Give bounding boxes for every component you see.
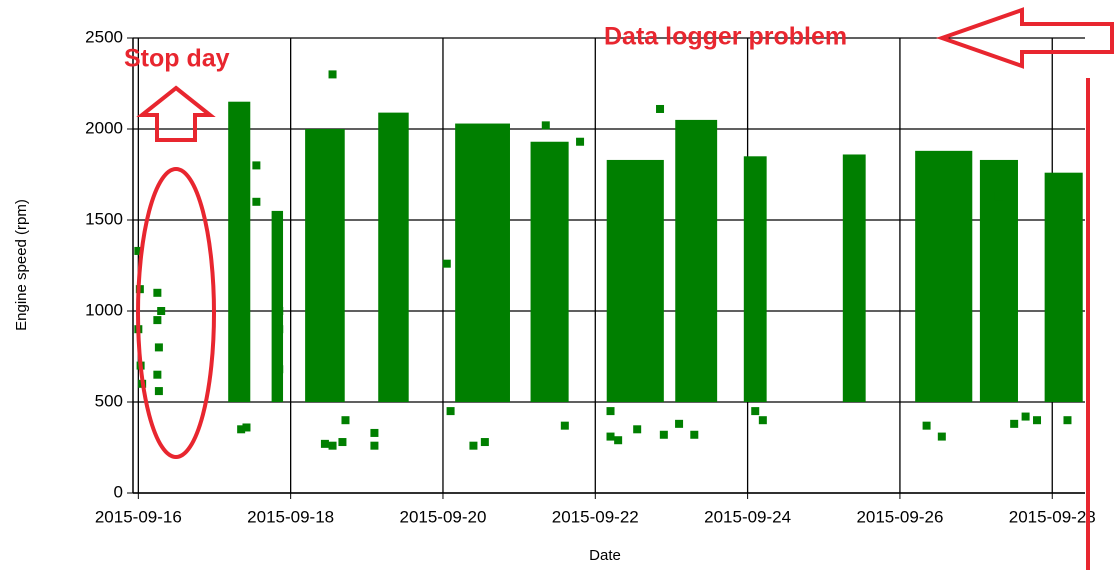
- x-tick-label: 2015-09-16: [95, 507, 182, 526]
- point: [275, 307, 284, 315]
- x-tick-label: 2015-09-24: [704, 507, 791, 526]
- point: [922, 421, 931, 430]
- y-tick-label: 1000: [85, 300, 123, 319]
- point: [1033, 416, 1042, 425]
- dense-points: [915, 150, 973, 402]
- y-tick-label: 500: [95, 391, 123, 410]
- point: [675, 419, 684, 428]
- point: [480, 438, 489, 447]
- point: [153, 316, 162, 325]
- point: [328, 70, 337, 79]
- point: [338, 438, 347, 447]
- y-tick-label: 0: [114, 482, 123, 501]
- x-tick-label: 2015-09-22: [552, 507, 639, 526]
- x-axis-label: Date: [589, 547, 621, 564]
- point: [1010, 419, 1019, 428]
- point: [541, 121, 550, 130]
- y-axis-label: Engine speed (rpm): [13, 199, 30, 331]
- y-tick-label: 1500: [85, 209, 123, 228]
- point: [153, 370, 162, 379]
- plot: 0 500 1000 1500 2000 2500 2015-09-16 2015-09-18…: [85, 27, 1096, 526]
- point: [758, 416, 767, 425]
- point: [341, 416, 350, 425]
- dense-points: [228, 101, 251, 402]
- point: [370, 441, 379, 450]
- point: [154, 343, 163, 352]
- point: [606, 407, 615, 416]
- point: [157, 307, 166, 315]
- point: [656, 104, 665, 113]
- dense-points: [271, 210, 284, 402]
- dense-points: [1044, 172, 1083, 402]
- point: [751, 407, 760, 416]
- point: [328, 441, 337, 450]
- point: [1021, 412, 1030, 421]
- point: [320, 439, 329, 448]
- y-tick-label: 2500: [85, 27, 123, 46]
- annotation: Stop day: [124, 45, 230, 73]
- x-tick-label: 2015-09-28: [1009, 507, 1096, 526]
- point: [275, 325, 284, 334]
- point: [576, 137, 585, 146]
- point: [252, 161, 261, 170]
- point: [242, 423, 251, 432]
- annotation: Data logger problem: [604, 23, 847, 51]
- dense-points: [675, 119, 718, 403]
- dense-points: [530, 141, 569, 403]
- point: [446, 407, 455, 416]
- point: [606, 432, 615, 441]
- point: [237, 425, 246, 434]
- point: [690, 430, 699, 439]
- point: [1063, 416, 1072, 425]
- point: [994, 192, 1003, 201]
- x-tick-label: 2015-09-26: [856, 507, 943, 526]
- dense-points: [305, 129, 345, 402]
- x-tick-label: 2015-09-18: [247, 507, 334, 526]
- dense-points: [378, 112, 409, 403]
- y-tick-label: 2000: [85, 118, 123, 137]
- point: [633, 425, 642, 434]
- point: [153, 288, 162, 297]
- point: [442, 259, 451, 268]
- dense-points: [455, 123, 510, 402]
- point: [937, 432, 946, 441]
- point: [154, 387, 163, 396]
- dense-points: [743, 156, 767, 402]
- x-tick-label: 2015-09-20: [399, 507, 486, 526]
- point: [275, 365, 284, 374]
- point: [370, 428, 379, 437]
- point: [560, 421, 569, 430]
- point: [659, 430, 668, 439]
- point: [469, 441, 478, 450]
- point: [134, 246, 143, 255]
- dense-points: [842, 154, 866, 402]
- ellipse: [136, 167, 216, 459]
- dense-points: [606, 159, 664, 402]
- left-arrow: [935, 7, 1114, 69]
- point: [614, 436, 623, 445]
- up-arrow: [136, 85, 216, 142]
- point: [252, 197, 261, 206]
